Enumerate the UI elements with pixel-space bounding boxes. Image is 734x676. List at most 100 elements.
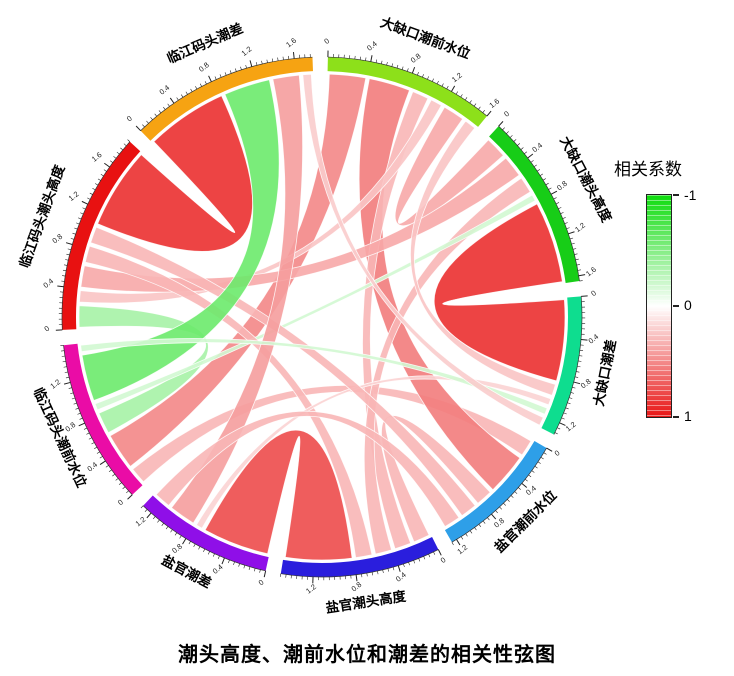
axis-tick [486,110,492,117]
axis-tick [82,207,86,210]
axis-tick-label: 1.2 [134,515,148,529]
axis-tick [221,557,225,565]
axis-tick [76,222,80,225]
axis-tick [79,417,83,420]
axis-tick [99,456,103,459]
axis-tick [569,237,574,240]
axis-tick [527,153,534,159]
axis-tick [545,182,549,186]
axis-tick-label: 1.2 [573,221,587,235]
axis-tick [561,417,565,420]
sector-arc [140,57,313,141]
axis-tick [491,513,497,520]
axis-tick-label: 0.8 [197,60,211,74]
axis-tick-label: 0.8 [170,542,184,556]
axis-tick [255,62,258,66]
axis-tick-label: 1.6 [487,96,501,110]
axis-tick [67,248,71,250]
axis-tick [401,66,404,70]
axis-tick [263,570,267,578]
axis-tick [63,264,68,266]
sector-axis-line [327,56,488,117]
axis-tick [81,200,88,205]
axis-tick-label: 1.2 [48,377,62,391]
axis-tick [451,85,456,92]
axis-tick [65,259,69,261]
axis-tick [163,106,166,110]
axis-tick [127,494,133,500]
ribbon-dqk-ctg-lj-ctg [80,157,520,293]
axis-tick-label: 0.4 [85,460,99,474]
axis-tick [441,83,444,87]
axis-tick [557,427,561,430]
axis-tick [546,447,553,452]
axis-tick [473,103,477,107]
axis-tick [208,75,212,82]
axis-tick [534,465,538,469]
sector-label: 临江码头潮差 [164,20,245,67]
axis-tick [126,490,129,494]
axis-tick [68,387,72,389]
axis-tick [577,365,581,368]
axis-tick [564,222,568,224]
axis-tick [576,371,580,373]
axis-tick [509,135,513,138]
axis-tick [70,238,74,240]
axis-tick [528,474,532,478]
axis-tick [254,568,256,572]
legend-tick-zero [673,305,679,307]
axis-tick [451,542,454,546]
axis-tick [555,202,560,205]
axis-tick [436,80,439,85]
axis-tick [193,543,196,547]
ribbon-dqk-qsw-dqk-cc [410,120,556,396]
sector-axis-line [142,505,266,572]
axis-tick [214,76,217,80]
axis-tick [97,178,101,181]
axis-tick [165,526,169,530]
axis-tick-label: 0.4 [365,39,379,53]
axis-tick [150,117,153,120]
ribbons [78,73,566,561]
axis-tick [502,127,505,131]
axis-tick [456,539,461,546]
legend-tick-label-pos1: 1 [684,408,692,424]
axis-tick-label: 1.6 [584,265,598,279]
axis-tick [77,412,81,415]
axis-tick [554,432,558,435]
axis-tick-label: 0 [42,324,51,334]
axis-tick [169,97,175,104]
axis-tick [569,397,573,399]
axis-tick [100,173,104,177]
axis-tick [123,143,127,147]
ribbon-dqk-cc-lj-cc [302,73,544,426]
axis-tick [195,86,198,90]
legend-tick-pos1 [673,416,679,418]
axis-tick [355,574,358,582]
axis-tick [204,81,207,85]
axis-tick [105,465,109,468]
axis-tick [387,568,389,572]
axis-tick [576,264,580,266]
axis-tick-label: 0 [553,448,562,458]
axis-tick [95,183,99,186]
axis-tick [464,97,468,101]
axis-tick [558,207,562,210]
axis-tick [122,486,126,490]
axis-tick [88,437,92,440]
axis-tick [238,563,240,567]
axis-tick [423,556,426,560]
ribbon-yg-ctg-yg-cc [204,429,353,561]
axis-tick [570,392,574,394]
axis-tick [365,57,367,61]
axis-tick [531,470,535,473]
axis-tick-label: 0 [502,109,511,119]
axis-tick [562,217,566,219]
axis-tick [113,156,117,159]
axis-tick [568,231,575,235]
axis-tick [563,412,567,415]
axis-tick [86,432,90,435]
axis-tick [89,192,93,195]
axis-tick [146,512,152,519]
